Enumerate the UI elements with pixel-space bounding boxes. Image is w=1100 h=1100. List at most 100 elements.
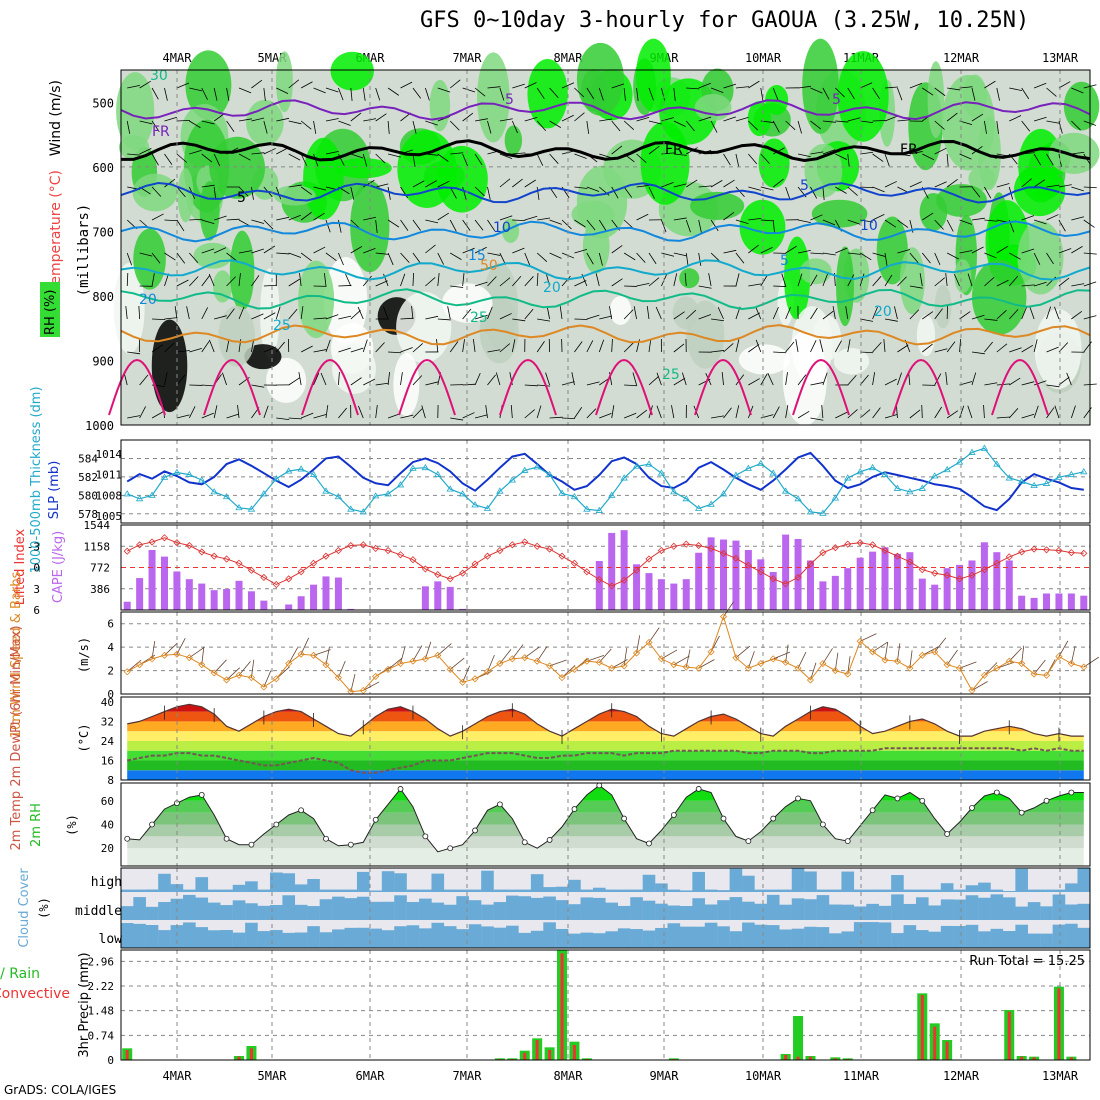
p3-ytick-right-386: 386	[90, 583, 110, 596]
rh-point-6	[198, 791, 205, 798]
wind-speed-point-74	[1042, 671, 1051, 679]
panel-10m-wind	[120, 611, 1091, 695]
wind-barb-7-8	[209, 339, 215, 353]
cape-bar-46	[695, 552, 703, 610]
cape-bar-24	[421, 586, 429, 610]
slp-point-24	[421, 463, 430, 471]
slp-point-2	[148, 491, 156, 498]
rh-patch-37	[747, 100, 772, 137]
cloud-middle-13	[282, 895, 296, 920]
rh-point-44	[670, 812, 677, 818]
wind-barb-7-0	[213, 87, 218, 101]
wind-barb-37-8	[586, 340, 594, 353]
wind-barb-70-7	[996, 309, 1007, 320]
rh-colorbar	[40, 282, 60, 337]
wind-barb-43-3	[661, 182, 674, 188]
wind-barb-22-7	[400, 317, 414, 320]
wind-barb-19-7	[357, 306, 364, 320]
cloud-middle-42	[642, 900, 656, 920]
slp-point-63	[906, 488, 914, 495]
wind-barb-25-3	[437, 180, 450, 188]
wind-barb-23-6	[412, 272, 414, 287]
slp-point-42	[645, 460, 653, 467]
wind-barb-43-0	[661, 87, 666, 101]
li-point-59	[856, 539, 864, 547]
cloud-low-18	[344, 927, 358, 948]
wind-barb-5-2	[189, 149, 202, 155]
wind-barb-39-2	[611, 145, 623, 155]
wind-barb-72-9	[1021, 381, 1035, 386]
wind-barb-9-2	[238, 153, 251, 161]
wind-barb-40-10	[623, 412, 637, 419]
li-point-29	[483, 552, 492, 560]
surface-barb-25	[437, 643, 452, 656]
surface-barb-15	[313, 649, 331, 656]
surface-barb-43	[661, 649, 678, 660]
wind-barb-22-9	[400, 372, 403, 386]
cloud-low-21	[381, 930, 395, 948]
wind-barb-58-1	[847, 117, 861, 122]
wind-barb-8-7	[226, 308, 235, 320]
cloud-low-3	[158, 930, 171, 948]
cape-bar-71	[1005, 560, 1013, 610]
wind-barb-48-1	[723, 116, 736, 122]
li-point-27	[459, 569, 467, 577]
cloud-middle-62	[891, 894, 904, 920]
rh-patch-45	[504, 125, 523, 156]
slp-point-30	[496, 487, 504, 494]
cloud-low-16	[319, 932, 333, 948]
temp-band-1	[127, 760, 1084, 771]
cloud-high-41	[630, 889, 643, 892]
li-point-33	[533, 542, 541, 550]
wind-barb-11-7	[263, 312, 276, 320]
wind-barb-4-5	[176, 252, 186, 264]
wind-speed-point-26	[446, 665, 454, 673]
wind-barb-72-7	[1021, 306, 1028, 320]
slp-point-76	[1067, 470, 1076, 477]
li-point-44	[670, 542, 678, 550]
wind-speed-point-50	[744, 664, 752, 672]
contour-label-7: 10	[493, 220, 511, 236]
wind-barb-75-7	[1054, 306, 1060, 320]
surface-barb-55	[810, 662, 817, 681]
slp-point-16	[322, 487, 330, 494]
p2-ytick-left-580: 580	[78, 489, 98, 502]
cloud-high-69	[978, 882, 991, 892]
wind-barb-38-1	[599, 118, 613, 122]
cloud-middle-11	[257, 905, 271, 920]
rh-point-72	[1018, 809, 1025, 816]
wind-speed-point-7	[210, 669, 218, 677]
wind-barb-51-3	[760, 186, 774, 191]
li-point-68	[968, 571, 976, 579]
wind-barb-28-4	[474, 219, 484, 231]
slp-point-28	[471, 501, 479, 508]
surface-barb-34	[549, 659, 567, 667]
slp-point-66	[943, 465, 951, 473]
wind-barb-68-9	[971, 372, 977, 386]
cloud-low-36	[568, 933, 581, 948]
rh-patch-103	[246, 99, 284, 146]
wind-barb-1-10	[139, 406, 146, 419]
cloud-high-75	[1052, 889, 1066, 892]
cloud-high-43	[655, 883, 668, 892]
contour-label-6: 5	[800, 178, 809, 194]
cloud-low-12	[269, 930, 283, 948]
cloud-middle-25	[431, 902, 445, 920]
wind-speed-point-70	[993, 664, 1001, 672]
slp-point-33	[533, 463, 541, 470]
wind-barb-13-9	[288, 377, 300, 386]
cloud-low-66	[940, 925, 954, 948]
p6-ylabel-unit: (%)	[65, 814, 79, 836]
wind-barb-32-5	[524, 252, 531, 266]
wind-barb-56-0	[822, 87, 830, 100]
li-point-42	[645, 555, 653, 563]
slp-point-67	[955, 458, 964, 465]
wind-barb-56-5	[822, 252, 836, 256]
precip-conv-bar-65	[933, 1026, 937, 1060]
li-point-28	[471, 560, 479, 568]
wind-barb-28-0	[474, 87, 486, 97]
rh-patch-57	[968, 166, 996, 191]
thickness-line	[126, 451, 1084, 512]
slp-point-15	[309, 470, 318, 477]
wind-barb-69-6	[984, 277, 995, 287]
